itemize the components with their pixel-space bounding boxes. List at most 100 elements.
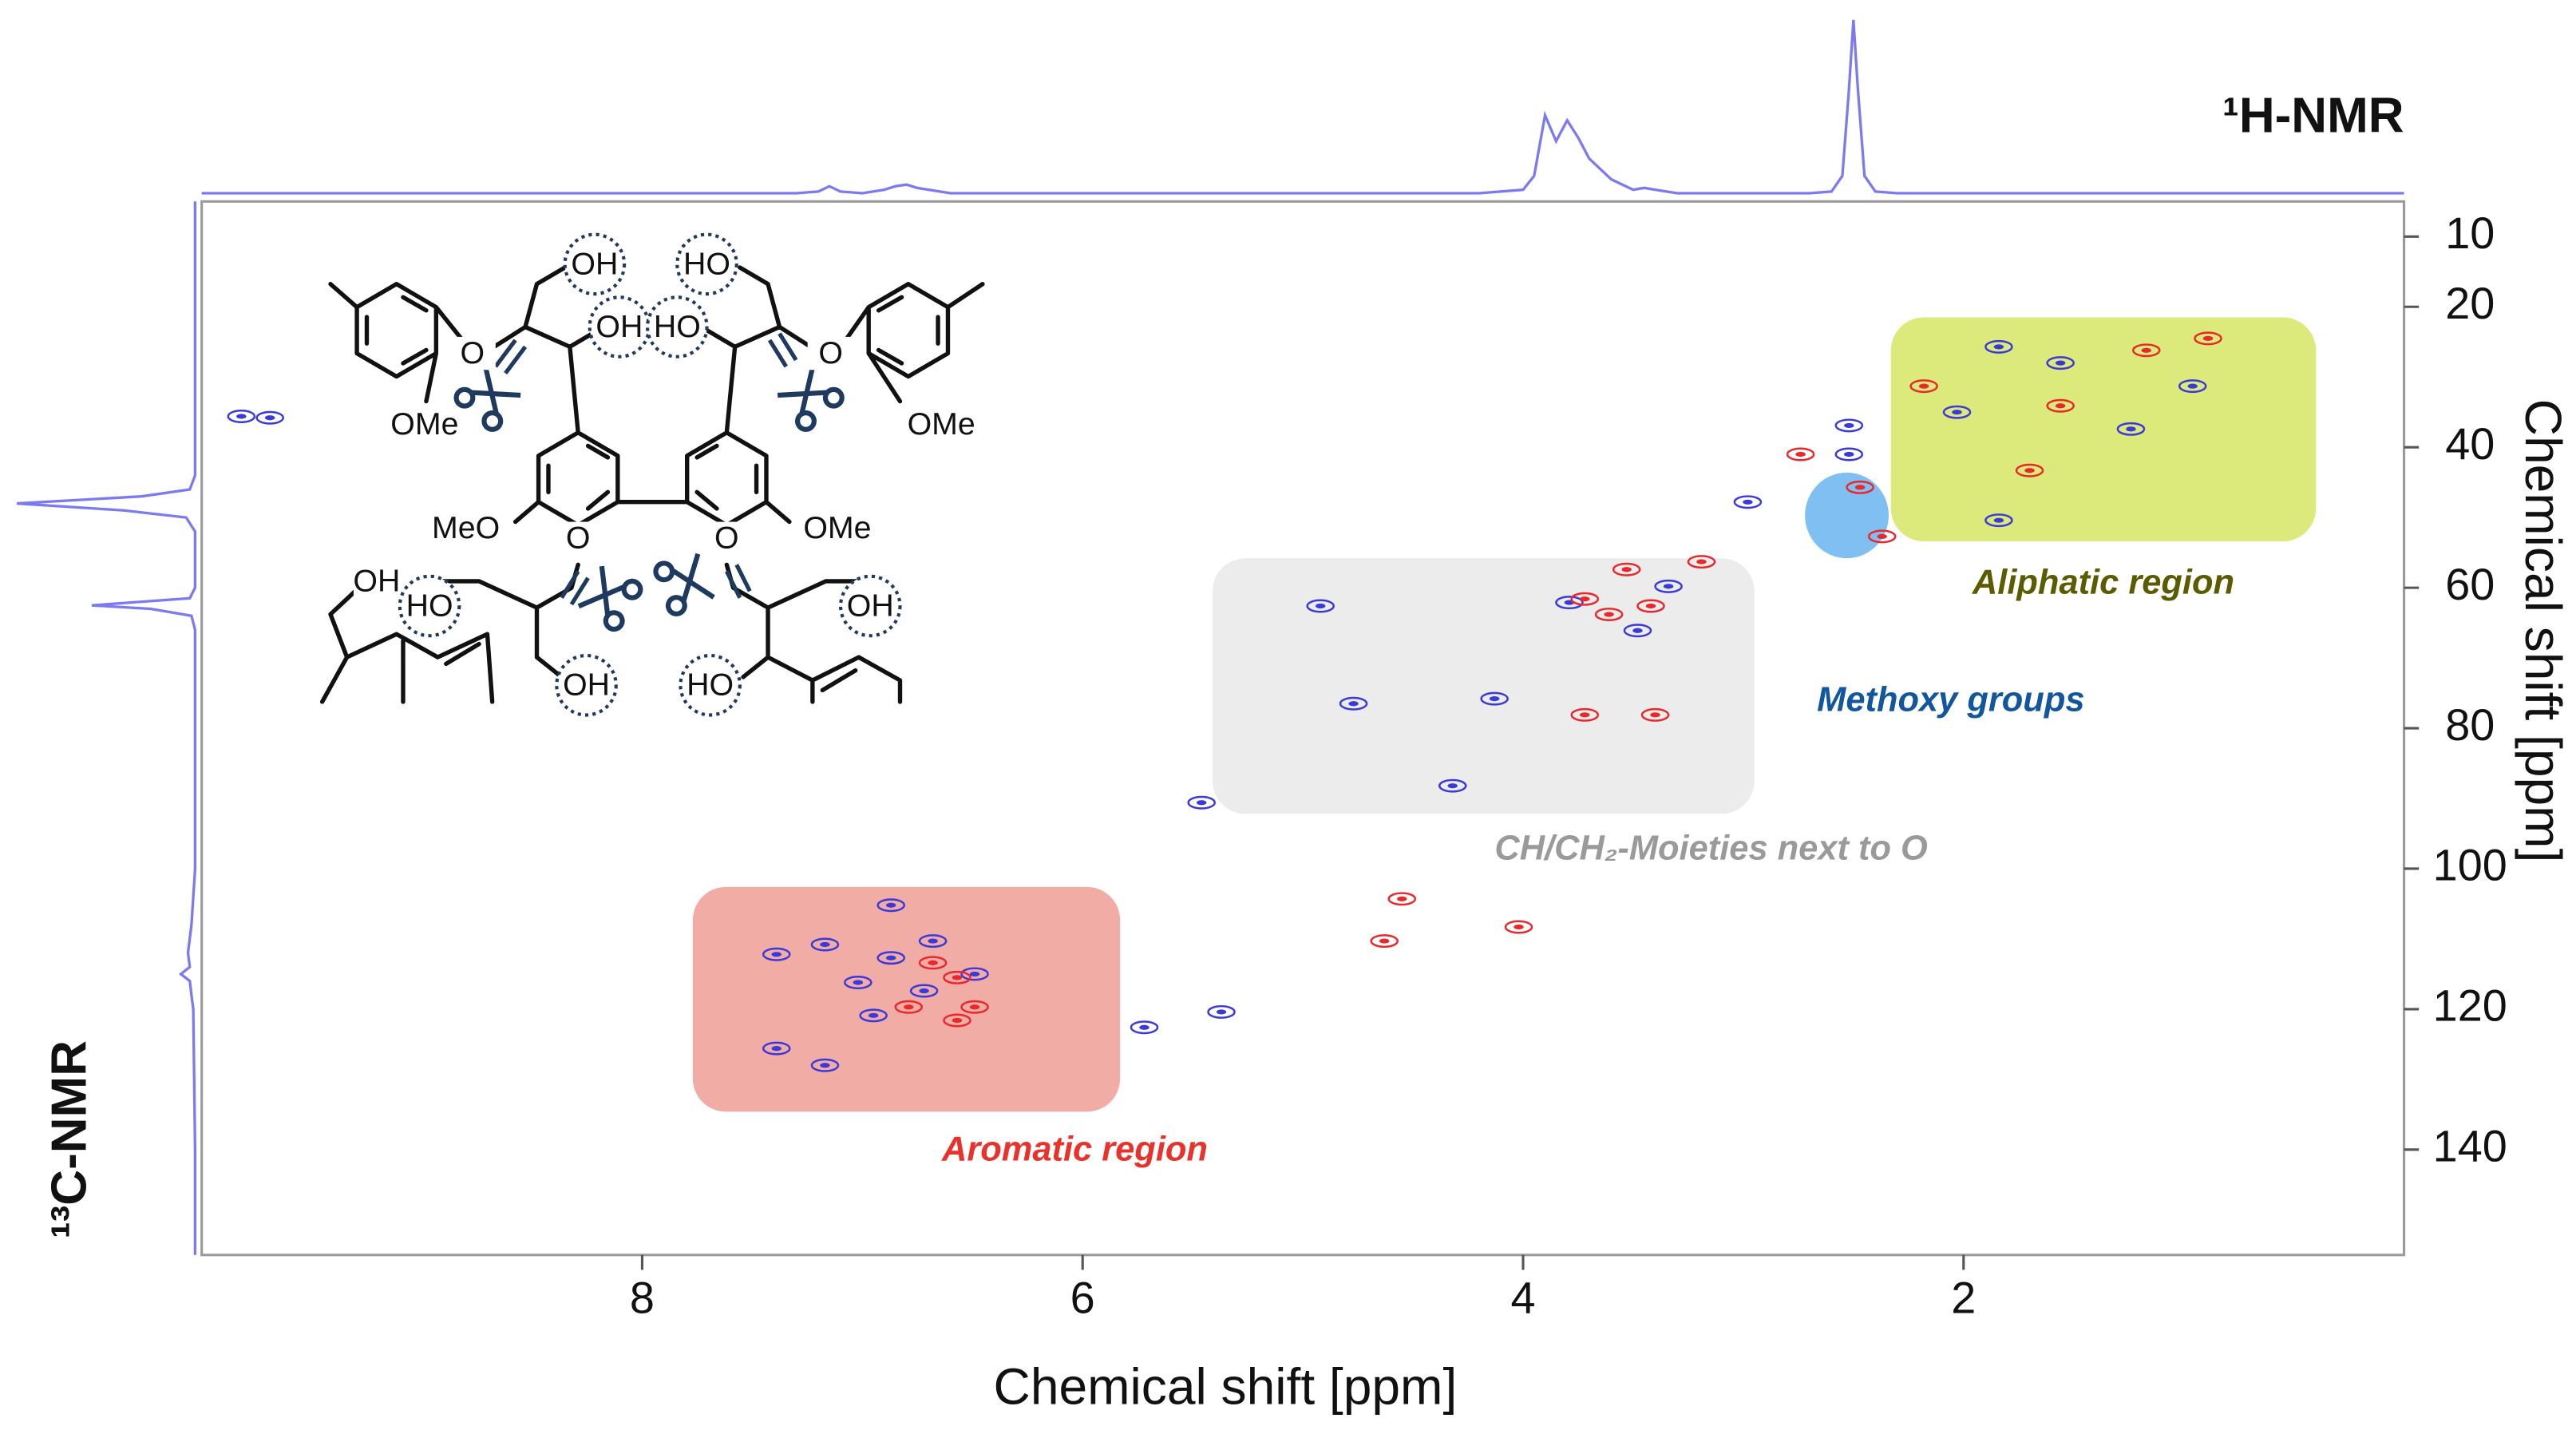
peak-contour	[1636, 599, 1665, 613]
atom-label: HO	[687, 667, 734, 703]
peak-core	[2141, 347, 2151, 353]
peak-contour	[876, 898, 905, 913]
peak-core	[820, 941, 830, 948]
scissor	[577, 565, 643, 632]
hydroxyl-highlight	[398, 574, 461, 638]
peak-core	[2055, 360, 2066, 366]
atom-label: OH	[353, 563, 400, 598]
peak-core	[2202, 335, 2214, 341]
peak-contour	[255, 410, 284, 425]
label-mask	[401, 407, 448, 442]
peak-core	[1604, 612, 1614, 617]
cross-peak	[1846, 480, 1874, 494]
peak-core	[969, 971, 980, 977]
cross-peak	[918, 956, 948, 970]
peak-contour	[918, 934, 948, 949]
atom-label: MeO	[432, 510, 500, 545]
peak-core	[1993, 344, 2004, 350]
peak-contour	[1387, 892, 1417, 906]
cross-peak	[2046, 356, 2075, 370]
x-tick-label: 8	[630, 1272, 655, 1322]
cross-peak	[1480, 691, 1509, 706]
peak-core	[2024, 468, 2035, 473]
peak-contour	[1594, 608, 1624, 622]
peak-core	[1397, 896, 1407, 901]
x-tick-label: 6	[1070, 1272, 1095, 1322]
cross-peak	[1733, 495, 1763, 509]
peak-core	[1650, 712, 1660, 718]
cross-peak	[1623, 624, 1652, 638]
peak-contour	[1339, 696, 1368, 711]
peak-contour	[960, 1000, 989, 1014]
peak-core	[952, 1017, 963, 1024]
peak-core	[885, 902, 896, 908]
bonds	[319, 265, 985, 704]
label-mask	[449, 336, 496, 370]
y-tick-label: 20	[2445, 278, 2495, 328]
peak-contour	[1207, 1004, 1236, 1019]
peak-contour	[2116, 422, 2146, 436]
cross-peak	[1636, 599, 1665, 613]
peak-contour	[1846, 480, 1874, 494]
cross-peak	[1834, 447, 1864, 461]
peak-core	[1663, 584, 1674, 589]
peak-contour	[1984, 339, 2013, 354]
peak-core	[1795, 451, 1806, 458]
peak-contour	[1687, 555, 1716, 569]
scissor	[453, 365, 521, 432]
peak-contour	[1130, 1020, 1159, 1035]
cross-peak	[943, 970, 971, 984]
peak-core	[1489, 695, 1500, 702]
peak-core	[952, 975, 963, 980]
cross-peak	[810, 1058, 840, 1072]
cross-peak	[876, 951, 905, 965]
cross-peak	[1207, 1004, 1236, 1019]
x-tick-label: 2	[1951, 1272, 1976, 1322]
region-box	[1890, 317, 2317, 542]
scissor	[777, 365, 845, 432]
region-label: Aliphatic region	[1972, 563, 2234, 601]
cross-peak	[1387, 892, 1417, 906]
peak-core	[1877, 533, 1887, 540]
atom-label: OH	[847, 588, 894, 623]
peak-contour	[2046, 398, 2075, 413]
cross-peak	[1594, 608, 1624, 622]
cross-peak	[1687, 555, 1716, 569]
cross-peak	[2194, 331, 2222, 346]
hydroxyl-highlight	[679, 653, 742, 717]
scissors	[453, 332, 845, 632]
hydroxyl-highlight	[555, 653, 618, 717]
peak-core	[1696, 559, 1707, 564]
peak-contour	[810, 1058, 840, 1072]
atom-label: HO	[683, 246, 730, 281]
peak-core	[969, 1004, 980, 1010]
peak-core	[1854, 485, 1866, 490]
peak-core	[2055, 403, 2066, 409]
peak-core	[1621, 567, 1632, 572]
cross-peak	[1984, 339, 2013, 354]
y-tick-label: 140	[2433, 1121, 2507, 1171]
peak-contour	[1187, 795, 1216, 810]
hydroxyl-highlight	[645, 295, 709, 358]
cross-peak	[2178, 379, 2207, 394]
top-label: ¹H-NMR	[2222, 88, 2404, 143]
cross-peak	[1942, 405, 1972, 419]
peak-core	[904, 1004, 914, 1010]
cross-peak	[227, 410, 256, 423]
atom-label: OH	[563, 667, 610, 703]
atom-label: HO	[406, 588, 453, 623]
peak-contour	[1555, 596, 1584, 610]
region-label: Methoxy groups	[1817, 681, 2084, 719]
hydroxyl-highlight	[675, 232, 738, 296]
peak-core	[928, 960, 938, 965]
peak-core	[1645, 603, 1656, 609]
region-box	[1212, 558, 1755, 814]
cut-marks	[493, 332, 798, 606]
peak-contour	[960, 967, 989, 981]
x-axis-label: Chemical shift [ppm]	[994, 1357, 1458, 1415]
atom-label: OH	[596, 309, 643, 344]
cross-peak	[909, 984, 939, 998]
peak-contour	[1942, 405, 1972, 419]
peak-core	[1315, 603, 1326, 609]
